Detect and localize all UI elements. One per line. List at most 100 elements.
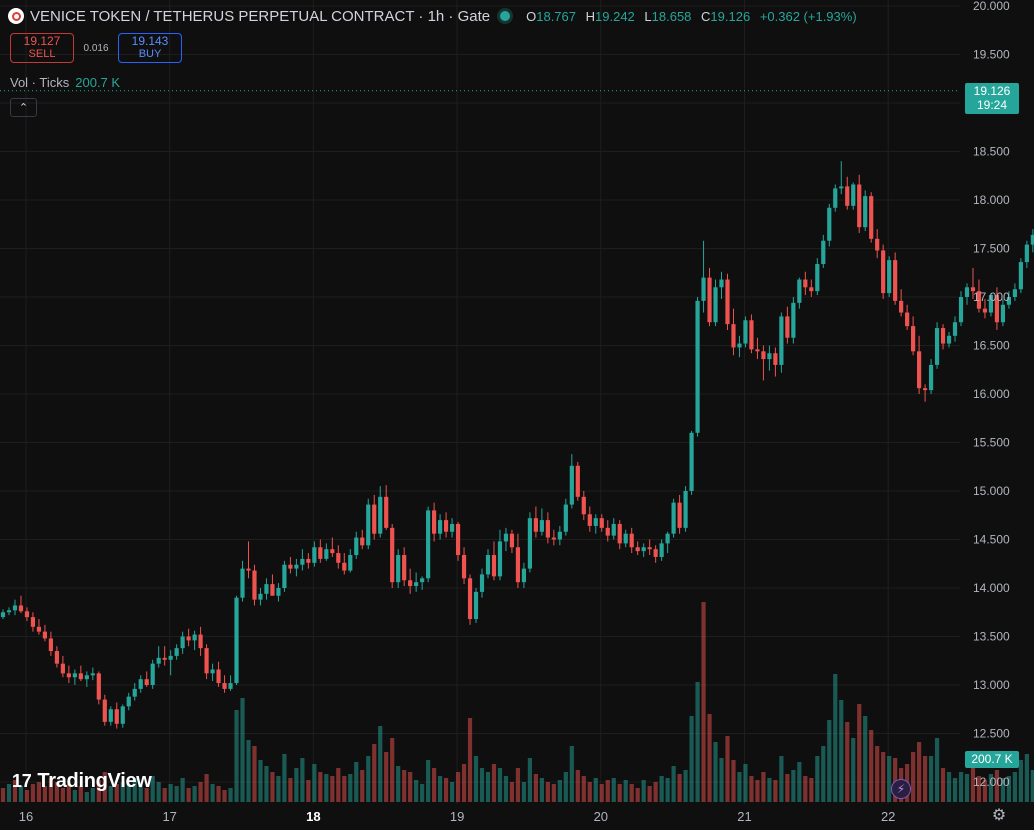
volume-bar — [54, 782, 59, 802]
candle-body — [970, 287, 976, 292]
price-axis-label: 18.500 — [973, 145, 1010, 159]
volume-bar — [246, 740, 251, 802]
volume-bar — [803, 776, 808, 802]
volume-bar — [180, 778, 185, 802]
candle-body — [24, 611, 30, 618]
volume-bar — [695, 682, 700, 802]
volume-bar — [653, 782, 658, 802]
volume-bar — [96, 780, 101, 802]
price-axis-label: 16.000 — [973, 387, 1010, 401]
lightning-bolt-icon[interactable]: ⚡ — [891, 779, 911, 799]
volume-bar — [593, 778, 598, 802]
price-axis-label: 18.000 — [973, 193, 1010, 207]
candle-body — [791, 302, 796, 338]
volume-bar — [473, 756, 479, 802]
volume-bar — [509, 782, 515, 802]
volume-bar — [1000, 778, 1006, 802]
volume-bar — [545, 782, 550, 802]
candle-body — [126, 696, 131, 707]
volume-bar — [60, 788, 65, 802]
gear-icon[interactable]: ⚙ — [991, 807, 1007, 824]
volume-bar — [174, 786, 179, 802]
candle-body — [491, 555, 497, 577]
volume-bar — [629, 784, 634, 802]
volume-bar — [102, 772, 107, 802]
time-axis-label: 16 — [19, 809, 33, 824]
candle-body — [156, 657, 161, 664]
volume-bar — [1030, 770, 1034, 802]
volume-bar — [611, 778, 616, 802]
candle-body — [449, 523, 455, 532]
candle-body — [785, 316, 790, 338]
volume-bar — [557, 780, 562, 802]
symbol-title[interactable]: VENICE TOKEN / TETHERUS PERPETUAL CONTRA… — [30, 7, 491, 25]
candle-body — [899, 300, 904, 313]
candle-body — [725, 279, 730, 325]
volume-bar — [84, 792, 89, 802]
candle-body — [701, 277, 706, 301]
candle-body — [539, 520, 544, 532]
volume-bar — [815, 756, 820, 802]
sell-button[interactable]: 19.127 SELL — [10, 33, 74, 63]
candle-body — [988, 295, 994, 313]
volume-bar — [940, 768, 946, 802]
volume-bar — [1024, 754, 1029, 802]
tradingview-logo[interactable]: 17 TradingView — [12, 770, 152, 793]
candle-body — [761, 351, 766, 360]
volume-bar — [551, 784, 556, 802]
volume-bar — [587, 782, 592, 802]
volume-bar — [443, 778, 449, 802]
chart-grid — [0, 0, 960, 804]
candle-body — [940, 328, 946, 344]
volume-legend[interactable]: Vol · Ticks 200.7 K — [10, 75, 120, 90]
volume-bar — [839, 700, 844, 802]
volume-bar — [228, 788, 233, 802]
volume-bar — [737, 772, 742, 802]
candle-body — [336, 553, 341, 563]
price-axis-label: 12.000 — [973, 775, 1010, 789]
candle-body — [605, 527, 610, 536]
volume-bar — [336, 768, 341, 802]
volume-bar — [252, 746, 257, 802]
volume-bar — [617, 784, 622, 802]
candle-body — [66, 673, 71, 678]
volume-bar — [833, 674, 838, 802]
volume-bar — [994, 770, 1000, 802]
candle-body — [617, 523, 622, 544]
volume-bar — [563, 772, 568, 802]
candle-body — [0, 612, 6, 618]
candle-body — [443, 520, 449, 532]
candle-body — [186, 636, 191, 641]
candle-body — [827, 207, 832, 241]
volume-bar — [491, 764, 497, 802]
price-axis-label: 13.000 — [973, 678, 1010, 692]
candle-body — [54, 651, 59, 664]
volume-bar — [186, 788, 191, 802]
volume-bar — [635, 788, 640, 802]
volume-bar — [683, 770, 688, 802]
candle-body — [479, 574, 485, 592]
volume-bar — [48, 778, 54, 802]
candle-body — [102, 699, 107, 722]
volume-bar — [402, 770, 407, 802]
candle-body — [773, 353, 778, 365]
collapse-legend-button[interactable]: ⌃ — [10, 98, 37, 117]
volume-bar — [210, 784, 215, 802]
volume-bar — [294, 768, 299, 802]
buy-button[interactable]: 19.143 BUY — [118, 33, 182, 63]
volume-bar — [647, 786, 652, 802]
candle-body — [342, 562, 347, 571]
candle-body — [30, 617, 36, 627]
volume-bar — [378, 726, 383, 802]
candle-body — [12, 605, 18, 611]
candle-body — [503, 533, 509, 542]
volume-bar — [761, 772, 766, 802]
volume-bar — [192, 786, 197, 802]
candle-body — [354, 537, 359, 556]
candle-body — [467, 578, 473, 620]
volume-bar — [330, 776, 335, 802]
candle-body — [653, 549, 658, 557]
volume-bar — [982, 780, 988, 802]
market-open-status-icon[interactable] — [500, 11, 511, 21]
